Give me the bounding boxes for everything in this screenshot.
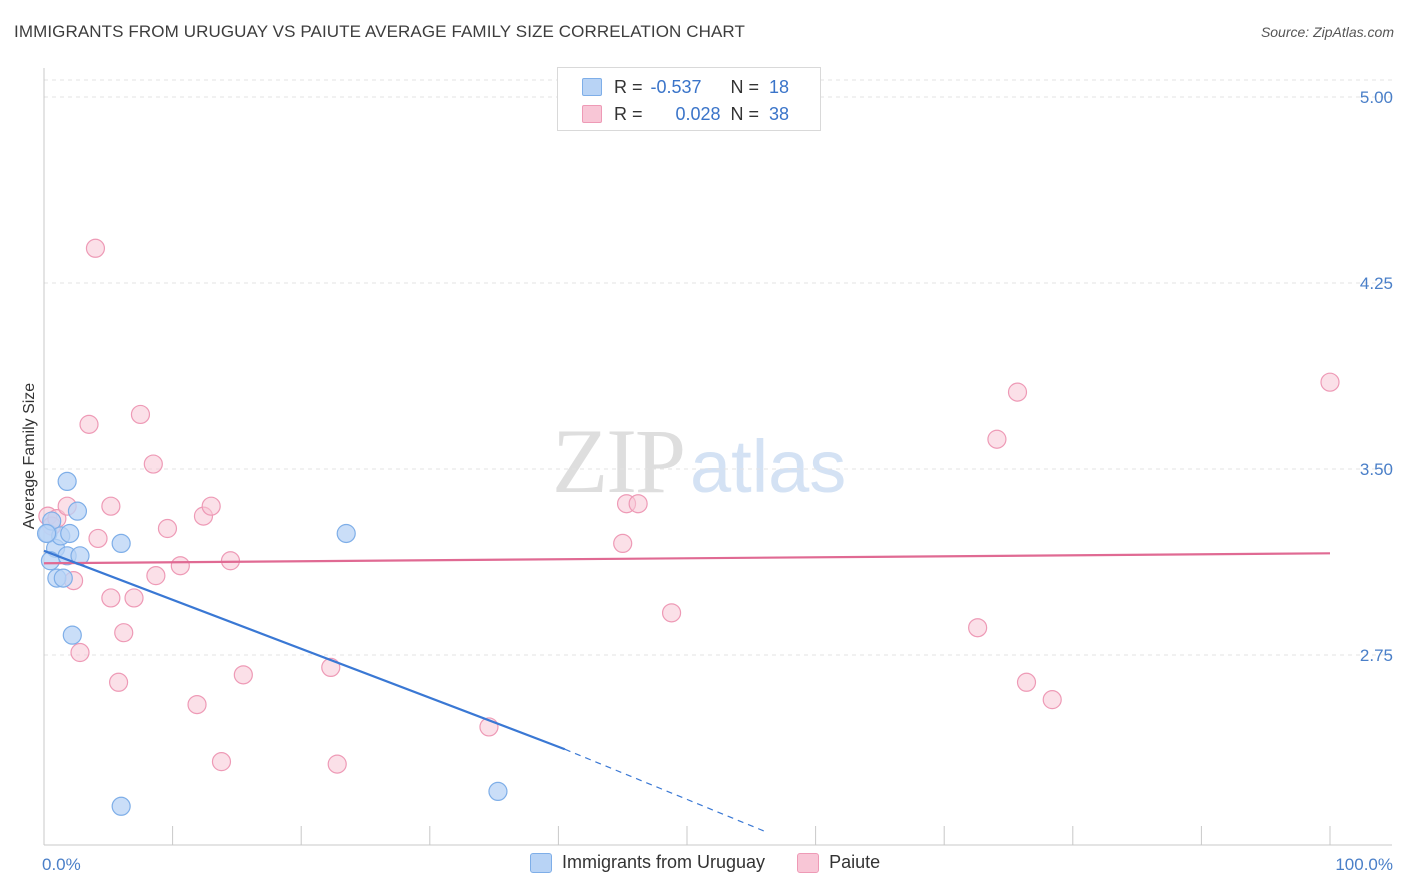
x-tick-label: 0.0% (42, 855, 81, 874)
point-paiute (124, 588, 144, 608)
trend-line-uruguay-extension (564, 748, 765, 832)
point-paiute (628, 494, 648, 514)
legend-n-label: N = (730, 76, 760, 97)
point-paiute (187, 694, 207, 715)
series-legend: Immigrants from Uruguay Paiute (530, 852, 912, 873)
series-name-uruguay: Immigrants from Uruguay (562, 852, 766, 872)
point-uruguay (67, 501, 88, 521)
point-uruguay (36, 523, 57, 544)
x-tick-label: 100.0% (1335, 855, 1393, 874)
point-paiute (233, 665, 253, 685)
point-paiute (987, 429, 1007, 449)
point-uruguay (488, 781, 508, 802)
series-swatch-paiute (797, 852, 820, 873)
point-paiute (114, 623, 134, 643)
y-tick-label: 2.75 (1360, 646, 1393, 665)
legend-n-value: 18 (769, 76, 790, 97)
point-uruguay (60, 523, 80, 544)
point-uruguay (57, 471, 77, 491)
point-paiute (146, 566, 166, 586)
point-paiute (968, 618, 988, 638)
y-tick-label: 4.25 (1360, 274, 1393, 293)
legend-swatch-uruguay (582, 78, 602, 96)
legend-row-uruguay: R = -0.537 N = 18 (582, 74, 789, 100)
point-paiute (661, 603, 682, 623)
y-tick-label: 3.50 (1360, 460, 1393, 479)
point-paiute (327, 754, 347, 774)
point-paiute (201, 496, 221, 516)
series-name-paiute: Paiute (829, 852, 881, 872)
point-paiute (1007, 382, 1028, 402)
point-paiute (157, 518, 178, 539)
point-paiute (101, 496, 121, 516)
point-paiute (101, 588, 121, 608)
series-swatch-uruguay (530, 852, 552, 873)
legend-r-value: 0.028 (675, 103, 721, 124)
point-paiute (1320, 372, 1340, 392)
legend-r-label: R = (614, 103, 643, 124)
legend-r-label: R = (614, 76, 643, 97)
point-paiute (211, 752, 232, 772)
source-label: Source: ZipAtlas.com (1260, 24, 1394, 40)
point-paiute (613, 533, 633, 554)
point-paiute (130, 404, 151, 425)
point-paiute (79, 414, 99, 434)
trend-line-paiute (43, 552, 1331, 565)
point-paiute (143, 454, 163, 474)
y-axis-label: Average Family Size (21, 383, 38, 530)
legend-n-value: 38 (769, 103, 790, 124)
point-uruguay (53, 568, 73, 588)
trend-line-uruguay (43, 549, 566, 751)
point-paiute (88, 528, 108, 549)
legend-swatch-paiute (582, 105, 602, 123)
point-uruguay (111, 796, 131, 816)
point-paiute (108, 672, 129, 692)
series-legend-paiute: Paiute (797, 852, 880, 873)
point-paiute (70, 642, 90, 663)
chart-title: IMMIGRANTS FROM URUGUAY VS PAIUTE AVERAG… (14, 22, 745, 41)
point-uruguay (111, 533, 131, 554)
point-paiute (85, 238, 106, 258)
point-paiute (1016, 672, 1037, 692)
legend-n-label: N = (730, 103, 760, 124)
legend-r-value: -0.537 (650, 76, 702, 97)
point-uruguay (62, 625, 82, 645)
legend-row-paiute: R = 0.028 N = 38 (582, 101, 789, 127)
y-tick-label: 5.00 (1360, 88, 1393, 107)
point-paiute (170, 556, 190, 576)
series-legend-uruguay: Immigrants from Uruguay (530, 852, 765, 873)
point-uruguay (336, 523, 356, 544)
correlation-legend: R = -0.537 N = 18 R = 0.028 N = 38 (557, 67, 821, 131)
point-paiute (1042, 690, 1062, 710)
